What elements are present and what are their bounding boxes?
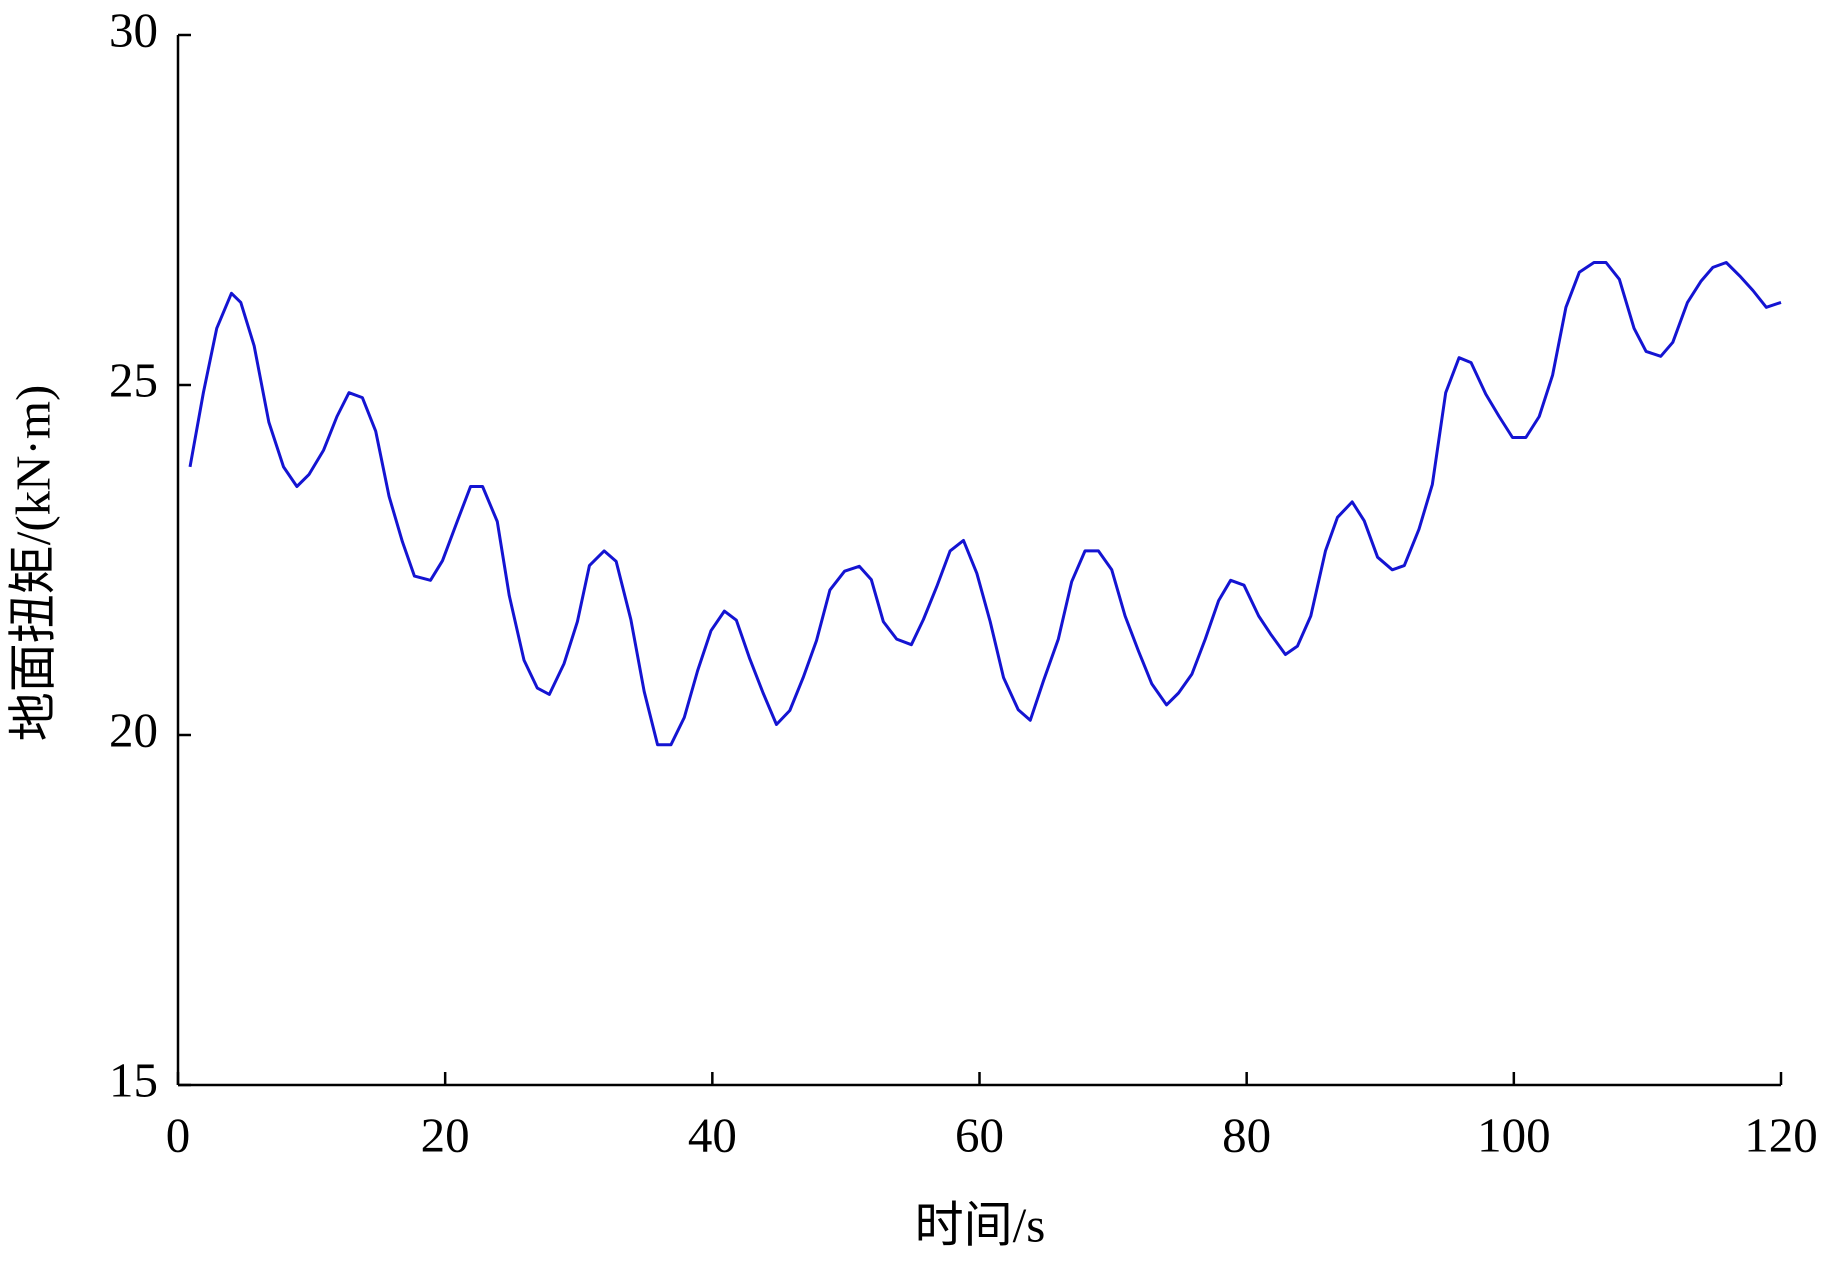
- y-tick-label: 25: [109, 352, 158, 407]
- x-tick-label: 100: [1477, 1107, 1551, 1162]
- x-tick-label: 20: [421, 1107, 470, 1162]
- y-tick-label: 20: [109, 702, 158, 757]
- x-tick-label: 0: [166, 1107, 191, 1162]
- x-tick-label: 60: [955, 1107, 1004, 1162]
- y-tick-label: 15: [109, 1052, 158, 1107]
- y-tick-label: 30: [109, 2, 158, 57]
- x-tick-label: 120: [1744, 1107, 1818, 1162]
- x-axis-label: 时间/s: [915, 1197, 1046, 1252]
- y-axis-label: 地面扭矩/(kN·m): [5, 385, 60, 742]
- data-line: [188, 261, 1782, 747]
- x-tick-label: 80: [1222, 1107, 1271, 1162]
- x-tick-label: 40: [688, 1107, 737, 1162]
